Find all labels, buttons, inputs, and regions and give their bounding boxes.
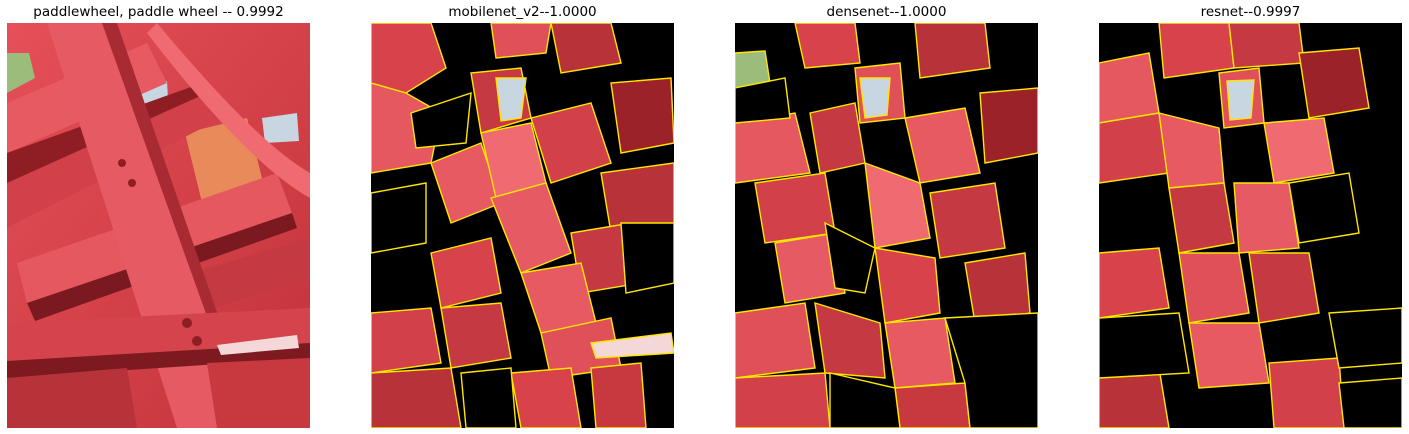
mobilenet-superpixel-overlay xyxy=(371,23,674,428)
panel-title-mobilenet: mobilenet_v2--1.0000 xyxy=(448,4,597,20)
densenet-mask xyxy=(735,23,1038,428)
paddlewheel-photo xyxy=(7,23,310,428)
original-image xyxy=(7,23,310,428)
densenet-superpixel-overlay xyxy=(735,23,1038,428)
panel-title-resnet: resnet--0.9997 xyxy=(1200,4,1301,20)
mobilenet-mask xyxy=(371,23,674,428)
resnet-superpixel-overlay xyxy=(1099,23,1402,428)
resnet-mask xyxy=(1099,23,1402,428)
panel-title-densenet: densenet--1.0000 xyxy=(826,4,947,20)
panel-title-original: paddlewheel, paddle wheel -- 0.9992 xyxy=(33,4,284,20)
